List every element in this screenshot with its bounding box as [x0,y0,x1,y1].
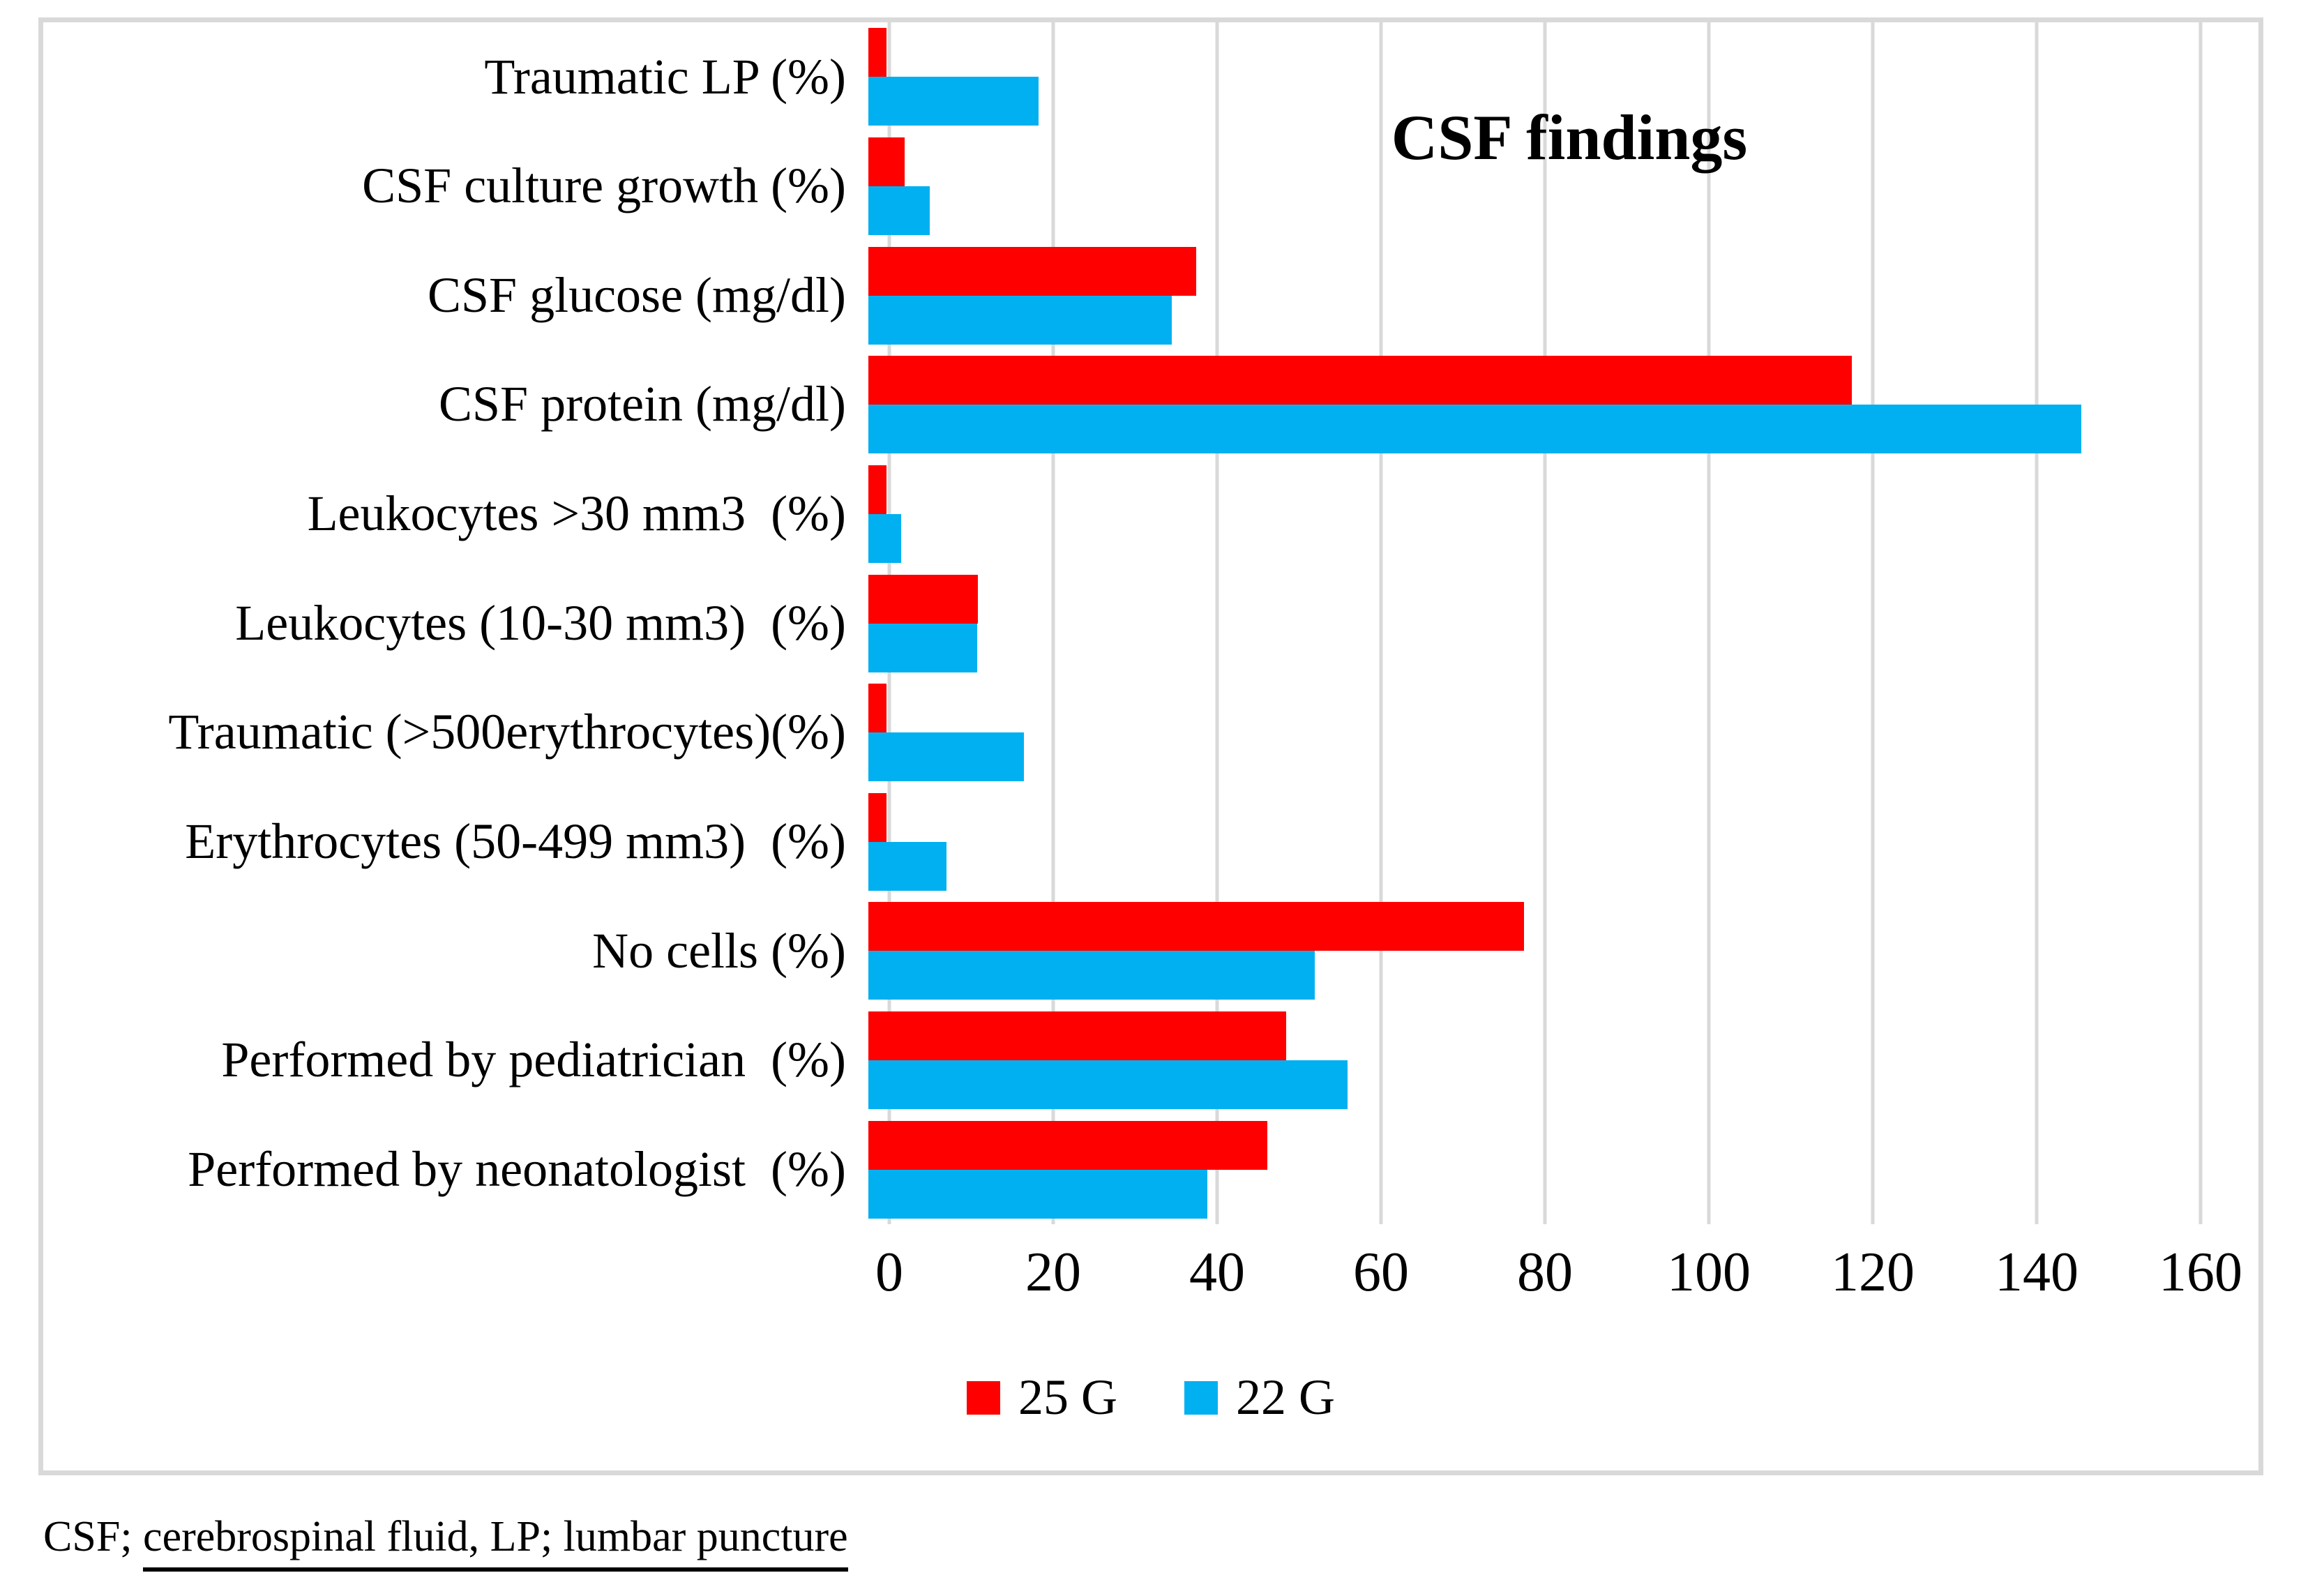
bar-group [868,22,2180,132]
bar-22g [868,732,1025,782]
bar-group [868,241,2180,350]
category-rows: Traumatic LP (%) CSF culture growth (%) CS… [43,22,2201,1224]
bar-group [868,132,2180,241]
category-row: Traumatic LP (%) [43,22,2201,132]
bar-22g [868,77,1039,126]
bar-22g [868,1060,1348,1110]
category-row: Leukocytes >30 mm3 (%) [43,460,2201,569]
bar-22g [868,513,901,563]
bar-25g [868,792,887,842]
legend-label: 25 G [1018,1369,1117,1425]
gridline-x-140 [2035,22,2039,1224]
gridline-x-40 [1215,22,1219,1224]
bar-group [868,350,2180,460]
bar-25g [868,574,979,624]
category-label: CSF culture growth (%) [362,158,846,214]
x-tick-label-80: 80 [1517,1242,1573,1303]
bar-25g [868,465,887,514]
footnote-prefix: CSF; [43,1513,144,1560]
legend-swatch-icon [967,1380,1000,1415]
bar-25g [868,356,1852,405]
x-tick-label-40: 40 [1189,1242,1245,1303]
bar-group [868,569,2180,678]
bar-25g [868,246,1196,296]
legend-swatch-icon [1184,1380,1218,1415]
category-label: No cells (%) [592,922,846,979]
category-row: Leukocytes (10-30 mm3) (%) [43,569,2201,678]
category-label: CSF protein (mg/dl) [438,376,846,432]
bar-group [868,678,2180,788]
bar-group [868,1006,2180,1115]
bar-group [868,1115,2180,1224]
category-label: Leukocytes >30 mm3 (%) [307,485,846,542]
bar-22g [868,1169,1208,1219]
x-tick-label-120: 120 [1831,1242,1915,1303]
bar-22g [868,841,946,891]
bar-22g [868,186,930,235]
category-row: CSF glucose (mg/dl) [43,241,2201,350]
gridline-x-160 [2198,22,2203,1224]
category-row: Traumatic (>500erythrocytes)(%) [43,678,2201,788]
legend: 25 G 22 G [43,1369,2258,1426]
category-row: CSF protein (mg/dl) [43,350,2201,460]
legend-item-22g: 22 G [1184,1369,1335,1426]
category-row: Performed by neonatologist (%) [43,1115,2201,1224]
legend-label: 22 G [1236,1369,1335,1425]
bar-25g [868,137,905,186]
x-tick-label-0: 0 [875,1242,903,1303]
bar-25g [868,684,887,733]
bar-22g [868,623,978,672]
legend-item-25g: 25 G [967,1369,1117,1426]
category-label: Performed by neonatologist (%) [188,1140,846,1197]
gridline-x-80 [1543,22,1547,1224]
footnote: CSF; cerebrospinal fluid, LP; lumbar pun… [43,1512,848,1572]
bar-25g [868,902,1524,951]
bar-22g [868,295,1172,345]
gridline-x-60 [1379,22,1383,1224]
bar-group [868,460,2180,569]
gridline-x-20 [1051,22,1055,1224]
x-tick-label-160: 160 [2159,1242,2242,1303]
bar-25g [868,1011,1287,1061]
bar-22g [868,405,2081,454]
x-tick-label-100: 100 [1667,1242,1751,1303]
category-label: CSF glucose (mg/dl) [427,266,846,323]
bar-group [868,896,2180,1006]
footnote-abbreviations: cerebrospinal fluid, LP; lumbar puncture [143,1513,848,1572]
category-label: Erythrocytes (50-499 mm3) (%) [185,813,846,869]
x-tick-label-140: 140 [1995,1242,2079,1303]
category-label: Traumatic LP (%) [484,48,846,105]
category-row: CSF culture growth (%) [43,132,2201,241]
category-row: Performed by pediatrician (%) [43,1006,2201,1115]
category-row: Erythrocytes (50-499 mm3) (%) [43,787,2201,896]
bar-25g [868,28,887,77]
chart-title: CSF findings [1391,102,1748,173]
x-tick-label-20: 20 [1025,1242,1081,1303]
bar-group [868,787,2180,896]
bar-25g [868,1120,1268,1170]
bar-22g [868,951,1315,1000]
chart-frame: Traumatic LP (%) CSF culture growth (%) CS… [38,17,2263,1475]
gridline-x-120 [1871,22,1875,1224]
x-tick-label-60: 60 [1353,1242,1409,1303]
category-label: Performed by pediatrician (%) [221,1032,846,1088]
category-label: Traumatic (>500erythrocytes)(%) [168,704,846,760]
category-row: No cells (%) [43,896,2201,1006]
category-label: Leukocytes (10-30 mm3) (%) [235,594,846,651]
x-axis: 0 20 40 60 80 100 120 140 160 [875,1235,2242,1311]
gridline-x-100 [1707,22,1711,1224]
